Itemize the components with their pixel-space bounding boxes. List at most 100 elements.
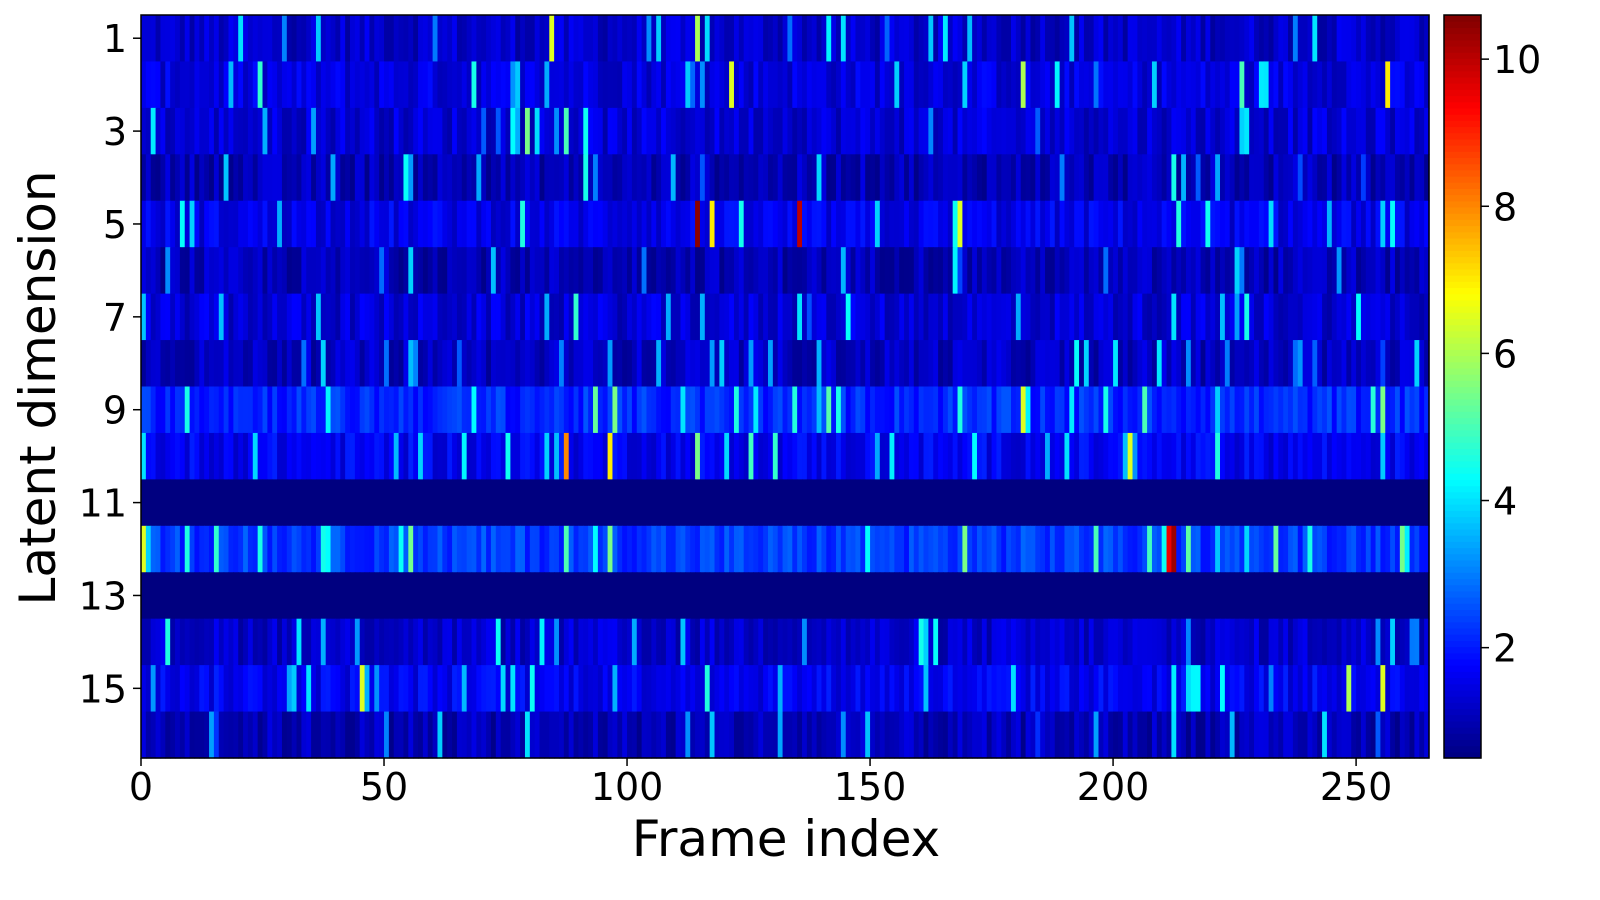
heatmap-cell <box>661 479 667 527</box>
heatmap-cell <box>505 247 511 295</box>
heatmap-cell <box>753 247 759 295</box>
heatmap-cell <box>986 572 993 620</box>
heatmap-cell <box>398 479 405 527</box>
heatmap-cell <box>1064 247 1070 295</box>
heatmap-cell <box>631 432 638 480</box>
heatmap-cell <box>879 525 886 573</box>
heatmap-cell <box>1220 107 1226 155</box>
heatmap-cell <box>1254 247 1260 295</box>
heatmap-cell <box>296 340 302 388</box>
heatmap-cell <box>558 61 565 109</box>
heatmap-cell <box>481 340 487 388</box>
heatmap-cell <box>767 247 774 295</box>
heatmap-cell <box>748 247 755 295</box>
heatmap-cell <box>549 200 555 248</box>
heatmap-cell <box>850 200 857 248</box>
heatmap-cell <box>743 572 750 620</box>
heatmap-cell <box>286 432 293 480</box>
heatmap-cell <box>452 107 458 155</box>
heatmap-cell <box>787 200 793 248</box>
heatmap-cell <box>563 107 570 155</box>
heatmap-cell <box>243 293 249 341</box>
heatmap-cell <box>398 711 405 759</box>
heatmap-cell <box>1224 247 1231 295</box>
heatmap-cell <box>388 479 395 527</box>
heatmap-cell <box>452 386 458 434</box>
heatmap-cell <box>699 432 706 480</box>
heatmap-cell <box>607 340 614 388</box>
heatmap-cell <box>228 200 234 248</box>
heatmap-cell <box>758 711 764 759</box>
heatmap-cell <box>155 107 162 155</box>
heatmap-cell <box>1278 340 1284 388</box>
heatmap-cell <box>364 15 371 63</box>
heatmap-cell <box>636 386 643 434</box>
heatmap-cell <box>505 479 511 527</box>
heatmap-cell <box>889 340 895 388</box>
heatmap-cell <box>408 386 414 434</box>
heatmap-cell <box>1054 200 1061 248</box>
heatmap-cell <box>534 15 541 63</box>
heatmap-cell <box>1049 200 1056 248</box>
heatmap-cell <box>515 61 521 109</box>
heatmap-cell <box>1020 572 1027 620</box>
heatmap-cell <box>1035 247 1041 295</box>
heatmap-cell <box>763 293 769 341</box>
heatmap-cell <box>651 665 657 713</box>
heatmap-cell <box>345 293 351 341</box>
heatmap-cell <box>490 293 497 341</box>
heatmap-cell <box>1404 61 1411 109</box>
heatmap-cell <box>471 247 477 295</box>
heatmap-cell <box>1040 293 1046 341</box>
heatmap-cell <box>753 479 759 527</box>
x-tick-label: 150 <box>834 765 907 809</box>
heatmap-cell <box>738 386 745 434</box>
heatmap-cell <box>403 665 409 713</box>
heatmap-cell <box>690 479 696 527</box>
heatmap-cell <box>262 711 268 759</box>
colorbar-step <box>1444 45 1481 53</box>
heatmap-cell <box>277 154 283 202</box>
heatmap-cell <box>315 479 322 527</box>
heatmap-cell <box>850 340 857 388</box>
heatmap-cell <box>738 293 745 341</box>
heatmap-cell <box>952 61 959 109</box>
heatmap-cell <box>1258 15 1265 63</box>
heatmap-cell <box>1424 340 1430 388</box>
heatmap-cell <box>1278 432 1284 480</box>
colorbar-step <box>1444 423 1481 431</box>
heatmap-cell <box>1117 61 1124 109</box>
heatmap-cell <box>1356 293 1362 341</box>
heatmap-cell <box>661 665 667 713</box>
heatmap-cell <box>286 15 293 63</box>
heatmap-cell <box>597 154 604 202</box>
heatmap-cell <box>855 572 861 620</box>
heatmap-cell <box>811 340 818 388</box>
heatmap-cell <box>797 154 803 202</box>
heatmap-cell <box>952 711 959 759</box>
heatmap-cell <box>952 386 959 434</box>
heatmap-cell <box>908 200 915 248</box>
heatmap-cell <box>627 200 633 248</box>
heatmap-cell <box>155 525 162 573</box>
heatmap-cell <box>1229 154 1236 202</box>
heatmap-cell <box>996 525 1002 573</box>
heatmap-cell <box>1113 200 1119 248</box>
heatmap-cell <box>981 61 988 109</box>
heatmap-cell <box>1399 386 1406 434</box>
heatmap-cell <box>218 572 225 620</box>
heatmap-cell <box>213 525 220 573</box>
heatmap-cell <box>330 479 337 527</box>
heatmap-cell <box>1069 15 1075 63</box>
heatmap-cell <box>656 200 662 248</box>
heatmap-cell <box>665 572 672 620</box>
heatmap-cell <box>1151 15 1158 63</box>
x-tick-label: 200 <box>1077 765 1150 809</box>
heatmap-cell <box>1239 15 1245 63</box>
heatmap-cell <box>894 200 900 248</box>
heatmap-cell <box>311 340 317 388</box>
heatmap-cell <box>821 386 827 434</box>
heatmap-cell <box>933 711 939 759</box>
heatmap-cell <box>1006 711 1012 759</box>
colorbar-step <box>1444 485 1481 493</box>
